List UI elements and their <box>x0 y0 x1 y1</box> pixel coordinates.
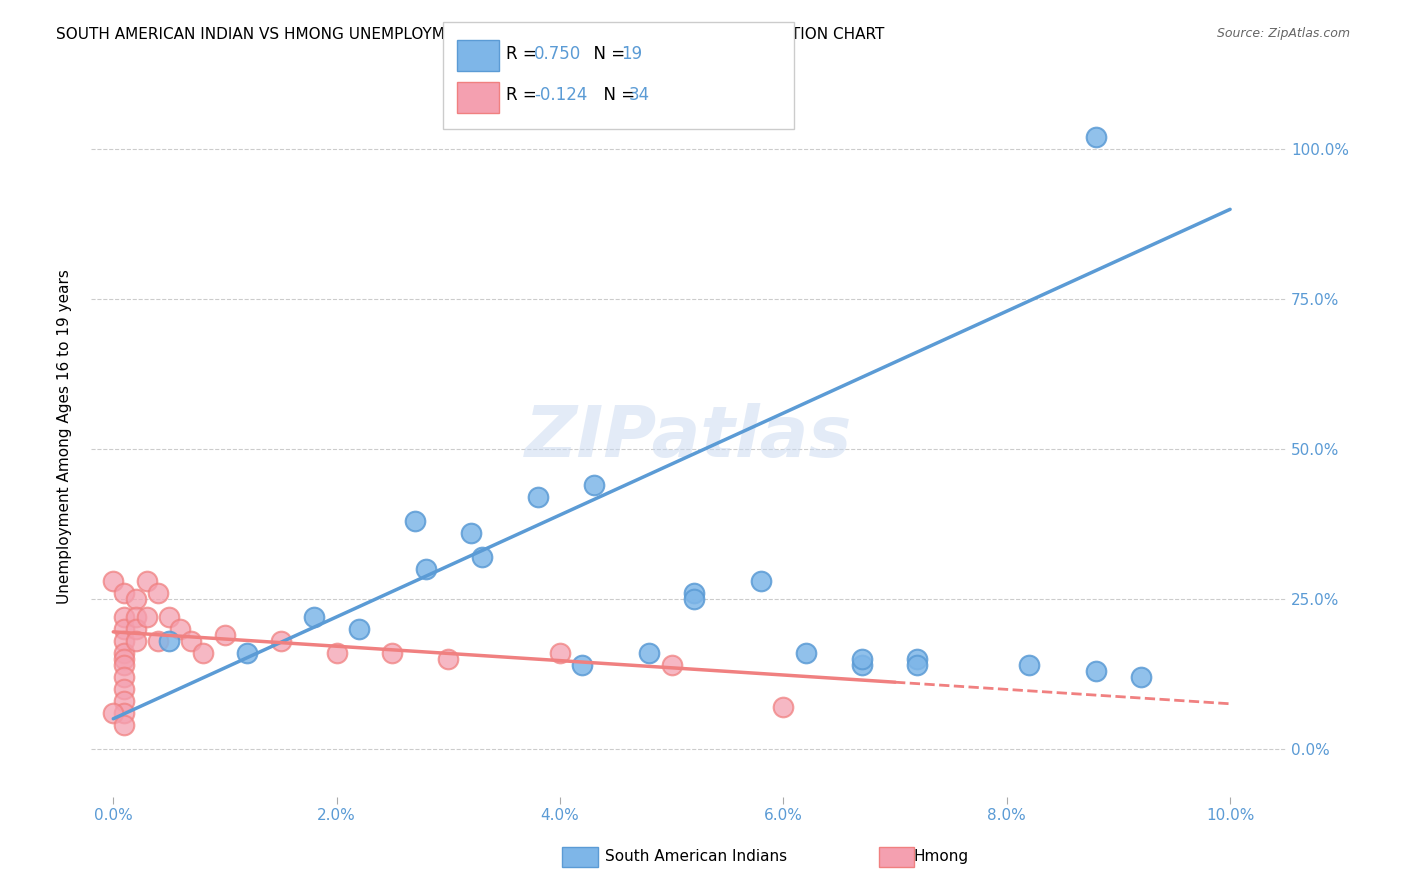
Point <box>124 622 146 636</box>
Point <box>114 681 136 696</box>
Point <box>191 646 214 660</box>
Text: -0.124: -0.124 <box>534 87 588 104</box>
Text: R =: R = <box>506 45 543 62</box>
Point <box>114 706 136 720</box>
Point <box>415 562 437 576</box>
Point <box>114 610 136 624</box>
Point <box>114 586 136 600</box>
Point <box>114 657 136 672</box>
Point <box>135 574 157 588</box>
Point <box>548 646 571 660</box>
Point <box>304 610 326 624</box>
Y-axis label: Unemployment Among Ages 16 to 19 years: Unemployment Among Ages 16 to 19 years <box>58 269 72 605</box>
Point <box>582 478 605 492</box>
Point <box>325 646 347 660</box>
Point <box>347 622 370 636</box>
Point <box>772 699 794 714</box>
Point <box>1085 130 1108 145</box>
Point <box>114 646 136 660</box>
Point <box>571 657 593 672</box>
Point <box>114 718 136 732</box>
Text: 0.750: 0.750 <box>534 45 582 62</box>
Point <box>114 633 136 648</box>
Point <box>905 652 928 666</box>
Text: Source: ZipAtlas.com: Source: ZipAtlas.com <box>1216 27 1350 40</box>
Point <box>114 670 136 684</box>
Text: R =: R = <box>506 87 543 104</box>
Text: N =: N = <box>593 87 641 104</box>
Text: South American Indians: South American Indians <box>605 849 787 863</box>
Point <box>103 574 125 588</box>
Point <box>381 646 404 660</box>
Point <box>749 574 772 588</box>
Point <box>1129 670 1152 684</box>
Point <box>661 657 683 672</box>
Text: ZIPatlas: ZIPatlas <box>524 402 852 472</box>
Point <box>214 628 236 642</box>
Point <box>1085 664 1108 678</box>
Point <box>103 706 125 720</box>
Text: N =: N = <box>583 45 631 62</box>
Point <box>851 657 873 672</box>
Point <box>180 633 202 648</box>
Point <box>638 646 661 660</box>
Text: SOUTH AMERICAN INDIAN VS HMONG UNEMPLOYMENT AMONG AGES 16 TO 19 YEARS CORRELATIO: SOUTH AMERICAN INDIAN VS HMONG UNEMPLOYM… <box>56 27 884 42</box>
Point <box>114 694 136 708</box>
Point <box>404 514 426 528</box>
Point <box>114 652 136 666</box>
Point <box>169 622 191 636</box>
Point <box>905 657 928 672</box>
Point <box>236 646 259 660</box>
Point <box>124 610 146 624</box>
Point <box>146 633 169 648</box>
Point <box>526 490 548 504</box>
Point <box>683 591 706 606</box>
Point <box>270 633 292 648</box>
Point <box>124 633 146 648</box>
Point <box>683 586 706 600</box>
Point <box>135 610 157 624</box>
Point <box>794 646 817 660</box>
Point <box>460 525 482 540</box>
Text: Hmong: Hmong <box>914 849 969 863</box>
Point <box>157 633 180 648</box>
Point <box>851 652 873 666</box>
Point <box>471 549 494 564</box>
Point <box>114 622 136 636</box>
Point <box>157 610 180 624</box>
Text: 34: 34 <box>628 87 650 104</box>
Point <box>146 586 169 600</box>
Point <box>1018 657 1040 672</box>
Text: 19: 19 <box>621 45 643 62</box>
Point <box>437 652 460 666</box>
Point <box>124 591 146 606</box>
